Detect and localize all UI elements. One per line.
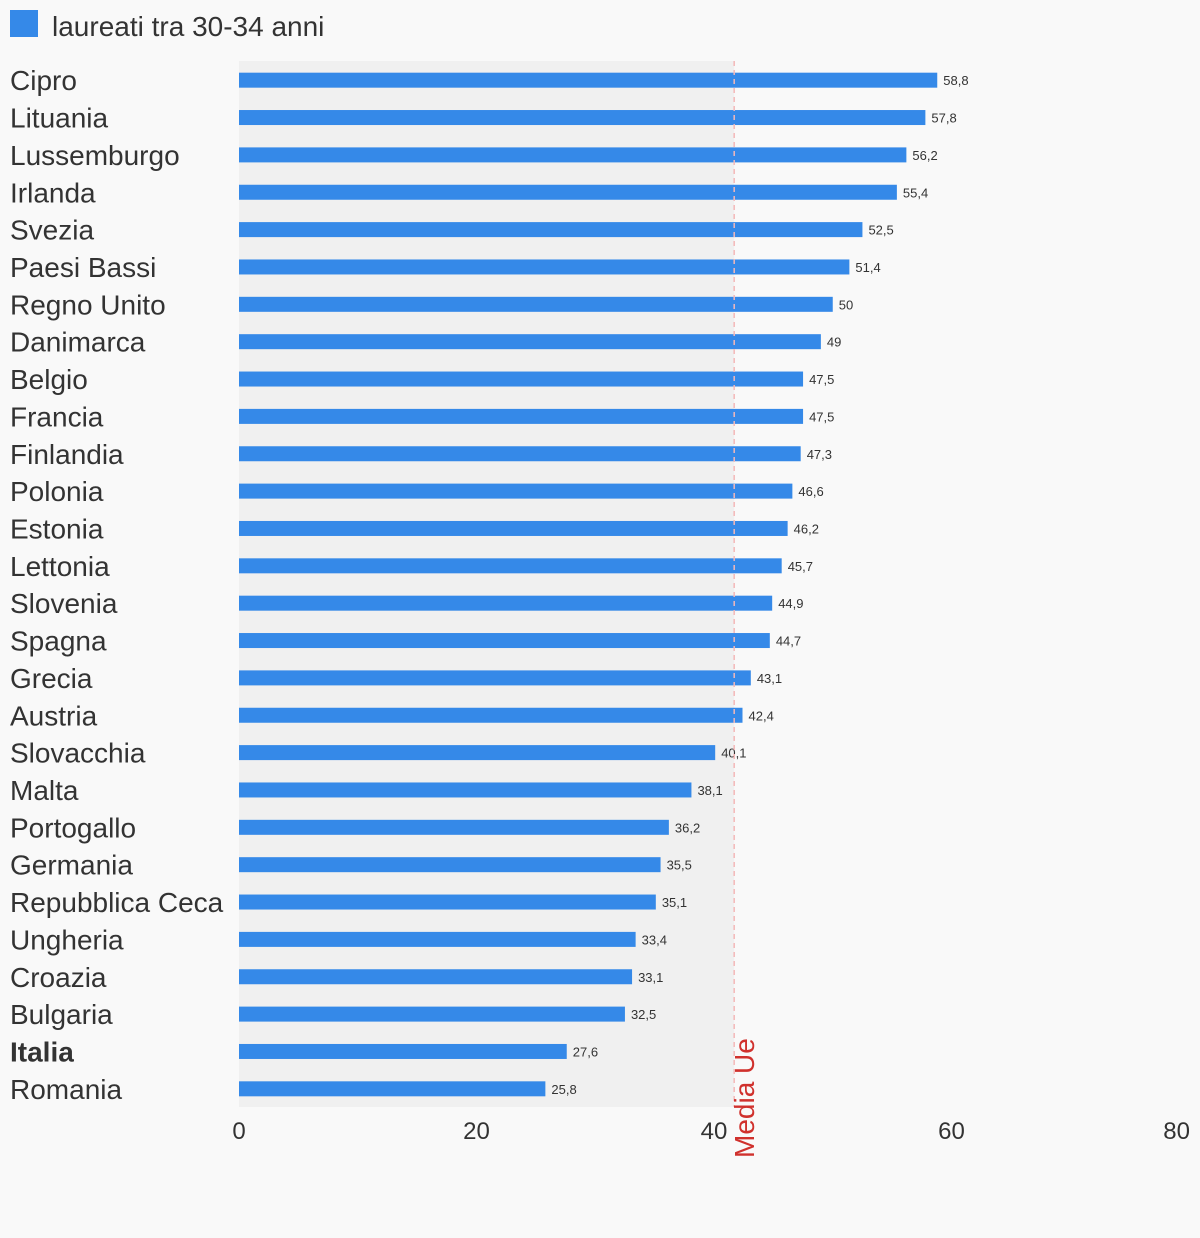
bar xyxy=(239,745,716,761)
value-label: 57,8 xyxy=(931,111,956,126)
value-label: 44,9 xyxy=(778,596,803,611)
x-tick-label: 40 xyxy=(701,1118,728,1145)
bar xyxy=(239,558,782,574)
category-label: Ungheria xyxy=(10,924,124,955)
bar xyxy=(239,1006,625,1022)
bar xyxy=(239,147,907,163)
value-label: 27,6 xyxy=(573,1044,598,1059)
value-label: 47,5 xyxy=(809,409,834,424)
category-label: Belgio xyxy=(10,364,88,395)
category-label: Bulgaria xyxy=(10,999,113,1030)
value-label: 25,8 xyxy=(551,1082,576,1097)
value-label: 55,4 xyxy=(903,185,928,200)
category-label: Danimarca xyxy=(10,327,146,358)
category-label: Polonia xyxy=(10,476,104,507)
reference-line-label: Media Ue xyxy=(729,1038,760,1158)
bar xyxy=(239,259,850,275)
bar xyxy=(239,931,636,947)
category-label: Malta xyxy=(10,775,79,806)
bar xyxy=(239,782,692,798)
bar xyxy=(239,296,833,312)
legend-swatch xyxy=(10,10,38,37)
category-label: Cipro xyxy=(10,65,77,96)
x-tick-label: 60 xyxy=(938,1118,965,1145)
category-label: Romania xyxy=(10,1074,122,1105)
category-label: Finlandia xyxy=(10,439,124,470)
x-tick-label: 20 xyxy=(463,1118,490,1145)
value-label: 47,3 xyxy=(807,447,832,462)
category-label: Repubblica Ceca xyxy=(10,887,224,918)
bar xyxy=(239,222,863,238)
category-label: Irlanda xyxy=(10,177,96,208)
category-label: Spagna xyxy=(10,626,107,657)
category-label: Lussemburgo xyxy=(10,140,180,171)
value-label: 51,4 xyxy=(855,260,880,275)
value-label: 46,2 xyxy=(794,521,819,536)
bar xyxy=(239,408,804,424)
bar xyxy=(239,520,788,536)
value-label: 33,1 xyxy=(638,970,663,985)
x-tick-label: 0 xyxy=(232,1118,245,1145)
legend-label: laureati tra 30-34 anni xyxy=(52,11,325,42)
value-label: 38,1 xyxy=(697,783,722,798)
bar xyxy=(239,184,897,200)
category-label: Austria xyxy=(10,700,98,731)
bar xyxy=(239,334,821,350)
bar xyxy=(239,1043,567,1059)
value-label: 32,5 xyxy=(631,1007,656,1022)
category-label: Croazia xyxy=(10,962,107,993)
category-label: Estonia xyxy=(10,513,104,544)
category-label: Lituania xyxy=(10,103,109,134)
bar xyxy=(239,707,743,723)
category-label: Slovacchia xyxy=(10,738,146,769)
category-label: Slovenia xyxy=(10,588,118,619)
value-label: 35,5 xyxy=(667,858,692,873)
value-label: 46,6 xyxy=(798,484,823,499)
value-label: 44,7 xyxy=(776,634,801,649)
below-average-band xyxy=(239,61,735,1107)
bar xyxy=(239,110,926,126)
value-label: 52,5 xyxy=(868,223,893,238)
value-label: 49 xyxy=(827,335,841,350)
bar xyxy=(239,857,661,873)
bar xyxy=(239,819,669,835)
bar xyxy=(239,371,804,387)
bar xyxy=(239,595,773,611)
value-label: 33,4 xyxy=(642,932,667,947)
bar xyxy=(239,633,770,649)
value-label: 45,7 xyxy=(788,559,813,574)
value-label: 56,2 xyxy=(912,148,937,163)
category-label: Portogallo xyxy=(10,812,136,843)
category-label: Italia xyxy=(10,1036,74,1067)
value-label: 36,2 xyxy=(675,820,700,835)
category-label: Lettonia xyxy=(10,551,110,582)
category-label: Francia xyxy=(10,401,104,432)
bar xyxy=(239,969,633,985)
value-label: 58,8 xyxy=(943,73,968,88)
x-tick-label: 80 xyxy=(1163,1118,1190,1145)
value-label: 50 xyxy=(839,297,853,312)
value-label: 40,1 xyxy=(721,746,746,761)
category-label: Svezia xyxy=(10,215,94,246)
bar xyxy=(239,670,751,686)
category-label: Germania xyxy=(10,850,133,881)
category-label: Regno Unito xyxy=(10,289,166,320)
value-label: 47,5 xyxy=(809,372,834,387)
value-label: 42,4 xyxy=(749,708,774,723)
value-label: 35,1 xyxy=(662,895,687,910)
category-label: Paesi Bassi xyxy=(10,252,156,283)
bar xyxy=(239,894,656,910)
bar xyxy=(239,483,793,499)
bar xyxy=(239,72,938,88)
bar xyxy=(239,1081,546,1097)
bar xyxy=(239,446,801,462)
category-label: Grecia xyxy=(10,663,93,694)
value-label: 43,1 xyxy=(757,671,782,686)
